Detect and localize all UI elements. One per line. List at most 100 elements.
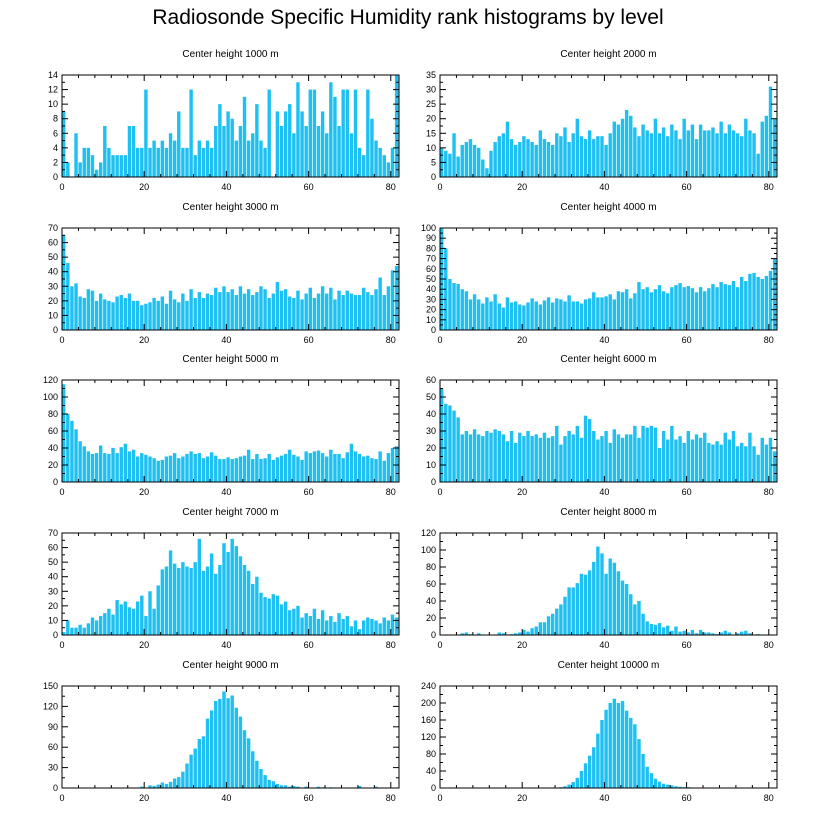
histogram-bar — [509, 139, 514, 177]
histogram-bar — [542, 300, 547, 330]
histogram-bar — [629, 298, 633, 330]
histogram-bar — [690, 629, 695, 635]
histogram-bar — [694, 633, 699, 635]
histogram-bar — [596, 439, 600, 482]
histogram-bar — [694, 139, 699, 177]
histogram-bar — [181, 771, 185, 788]
histogram-bar — [748, 432, 752, 482]
histogram-bar — [366, 89, 370, 177]
histogram-bar — [522, 136, 526, 177]
histogram-bar — [296, 605, 300, 635]
histogram-bar — [378, 277, 382, 330]
histogram-bar — [222, 691, 226, 788]
histogram-bar — [275, 595, 280, 635]
histogram-bar — [255, 453, 259, 482]
histogram-bar — [123, 601, 128, 635]
histogram-bar — [464, 142, 469, 177]
histogram-bar — [119, 295, 123, 330]
histogram-bar — [534, 434, 538, 482]
histogram-bar — [690, 439, 695, 482]
histogram-bar — [579, 573, 584, 635]
histogram-bar — [197, 140, 202, 177]
histogram-bar — [370, 118, 374, 177]
histogram-bar — [464, 431, 469, 482]
histogram-bar — [279, 126, 284, 177]
histogram-bar — [107, 453, 111, 482]
histogram-bar — [538, 437, 543, 482]
histogram-bar — [94, 169, 99, 177]
y-tick-label: 40 — [48, 572, 58, 582]
histogram-bar — [509, 302, 514, 330]
x-tick-label: 0 — [437, 793, 442, 803]
histogram-bar — [559, 604, 563, 635]
x-tick-label: 20 — [517, 793, 527, 803]
x-tick-label: 0 — [437, 182, 442, 192]
histogram-bar — [209, 710, 214, 788]
histogram-bar — [135, 147, 140, 177]
histogram-bar — [218, 459, 222, 482]
histogram-bar — [325, 620, 329, 635]
histogram-bar — [616, 124, 621, 177]
histogram-bar — [181, 562, 185, 635]
y-tick-label: 30 — [48, 763, 58, 773]
histogram-bar — [740, 631, 744, 635]
histogram-bar — [164, 566, 169, 635]
histogram-bar — [246, 570, 251, 635]
y-tick-label: 50 — [426, 274, 436, 284]
histogram-bar — [612, 562, 617, 635]
histogram-bar — [230, 289, 234, 330]
histogram-bar — [587, 755, 592, 788]
histogram-bar — [501, 133, 506, 177]
histogram-bar — [731, 431, 736, 482]
histogram-bar — [645, 130, 649, 177]
histogram-bar — [633, 293, 637, 330]
histogram-bar — [390, 147, 395, 177]
y-tick-label: 0 — [53, 477, 58, 487]
histogram-bar — [214, 126, 218, 177]
histogram-bar — [518, 632, 522, 635]
y-tick-label: 30 — [426, 426, 436, 436]
histogram-bar — [727, 285, 732, 330]
histogram-bar — [259, 592, 263, 635]
histogram-bar — [653, 118, 658, 177]
y-tick-label: 15 — [426, 128, 436, 138]
histogram-bar — [78, 296, 82, 330]
histogram-bar — [370, 295, 374, 330]
x-tick-label: 20 — [517, 182, 527, 192]
histogram-bar — [357, 147, 362, 177]
panel-title: Center height 7000 m — [182, 507, 278, 518]
y-tick-label: 50 — [426, 392, 436, 402]
histogram-bar — [452, 133, 456, 177]
histogram-bar — [534, 301, 538, 330]
histogram-bar — [345, 616, 349, 635]
histogram-bar — [144, 616, 148, 635]
histogram-bar — [246, 289, 251, 330]
histogram-bar — [304, 786, 308, 788]
histogram-bar — [230, 538, 234, 635]
histogram-bar — [251, 751, 255, 788]
histogram-bar — [563, 127, 567, 177]
y-tick-label: 0 — [53, 783, 58, 793]
y-tick-label: 30 — [48, 586, 58, 596]
x-tick-label: 20 — [139, 182, 149, 192]
histogram-bar — [333, 96, 337, 177]
histogram-bar — [530, 142, 534, 177]
histogram-bar — [271, 293, 276, 330]
histogram-bar — [633, 604, 637, 635]
histogram-bar — [288, 296, 292, 330]
histogram-bar — [304, 451, 308, 482]
x-tick-label: 0 — [437, 335, 442, 345]
x-tick-label: 40 — [599, 793, 609, 803]
histogram-bar — [119, 447, 123, 482]
histogram-bar — [530, 436, 534, 482]
y-tick-label: 2 — [53, 157, 58, 167]
histogram-bar — [304, 293, 308, 330]
histogram-bar — [744, 630, 748, 635]
x-tick-label: 20 — [517, 487, 527, 497]
histogram-bar — [600, 136, 604, 177]
histogram-bar — [357, 453, 362, 482]
histogram-bar — [608, 703, 612, 788]
histogram-bar — [394, 617, 399, 635]
histogram-bar — [686, 431, 690, 482]
histogram-bar — [329, 287, 333, 330]
